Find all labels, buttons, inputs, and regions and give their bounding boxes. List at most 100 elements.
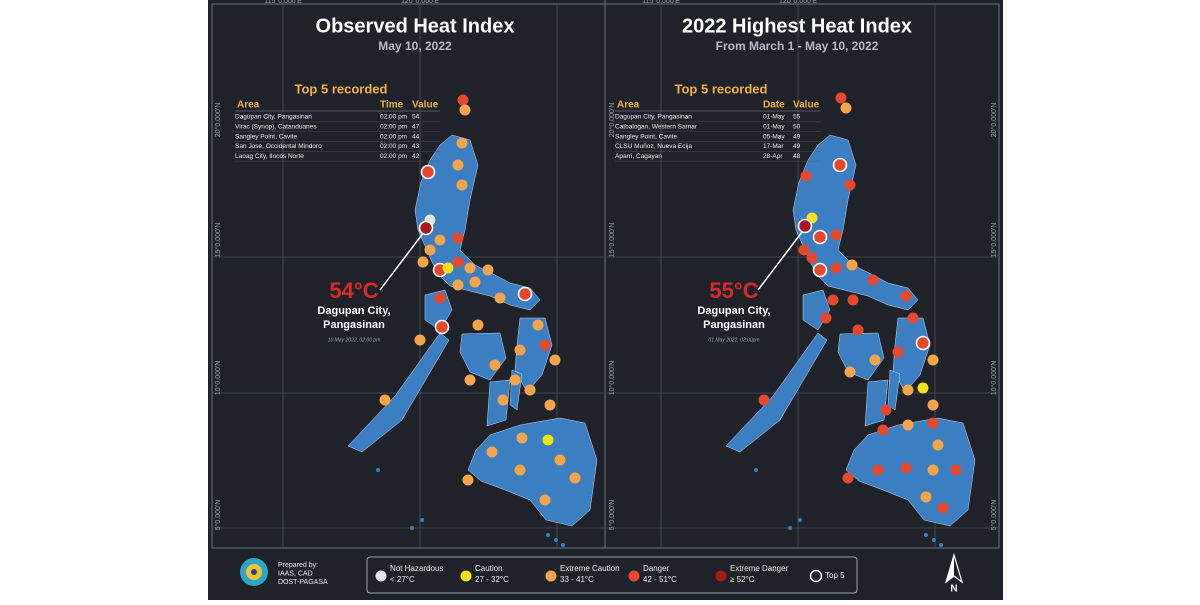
- latitude-label: 10°0.000'N: [990, 361, 998, 396]
- latitude-label: 5°0.000'N: [608, 500, 616, 531]
- latitude-label: 15°0.000'N: [214, 223, 222, 258]
- station-dot: [846, 259, 858, 271]
- station-dot: [927, 417, 939, 429]
- table-cell: 49: [793, 143, 801, 150]
- table-cell: 01-May: [763, 114, 785, 121]
- station-dot: [464, 374, 476, 386]
- islet: [939, 543, 943, 547]
- panel-title: 2022 Highest Heat Index: [682, 15, 912, 37]
- table-cell: 49: [793, 133, 801, 140]
- latitude-label: 15°0.000'N: [608, 223, 616, 258]
- credit-line: IAAS, CAD: [278, 570, 313, 577]
- station-dot: [820, 312, 832, 324]
- islet: [932, 538, 936, 542]
- legend-range: 33 - 41°C: [560, 575, 594, 584]
- callout-location: Dagupan City,: [317, 305, 390, 317]
- station-dot: [950, 464, 962, 476]
- station-dot: [456, 179, 468, 191]
- islet: [410, 526, 414, 530]
- station-dot: [892, 346, 904, 358]
- station-dot: [867, 274, 879, 286]
- island: [424, 289, 453, 331]
- callout-timestamp: 01 May 2022, 02:00pm: [708, 337, 759, 343]
- station-dot: [554, 454, 566, 466]
- latitude-label: 20°0.000'N: [608, 103, 616, 138]
- islet: [420, 518, 424, 522]
- station-dot: [489, 359, 501, 371]
- table-cell: Virac (Synop), Catanduanes: [235, 124, 317, 131]
- station-dot: [452, 279, 464, 291]
- station-dot: [549, 354, 561, 366]
- station-dot: [902, 419, 914, 431]
- station-dot: [532, 319, 544, 331]
- island: [887, 369, 901, 411]
- station-dot: [457, 94, 469, 106]
- station-dot: [452, 159, 464, 171]
- legend-swatch: [545, 570, 557, 582]
- station-dot: [469, 276, 481, 288]
- station-dot: [907, 312, 919, 324]
- table-cell: San Jose, Occidental Mindoro: [235, 143, 322, 150]
- table-header: Time: [380, 100, 404, 111]
- station-dot: [877, 424, 889, 436]
- legend-label: Danger: [643, 564, 670, 573]
- legend-label: Caution: [475, 564, 503, 573]
- station-dot: [806, 252, 818, 264]
- legend-label: Not Hazardous: [390, 564, 443, 573]
- station-dot: [830, 262, 842, 274]
- station-dot: [514, 344, 526, 356]
- station-dot: [472, 319, 484, 331]
- station-dot: [927, 354, 939, 366]
- top5-heading: Top 5 recorded: [295, 81, 388, 96]
- table-cell: 50: [793, 124, 801, 131]
- station-dot: [844, 179, 856, 191]
- table-cell: Sangley Point, Cavite: [235, 133, 298, 140]
- table-cell: 02:00 pm: [380, 143, 407, 150]
- station-dot: [452, 256, 464, 268]
- longitude-label: 115°0.000'E: [264, 0, 302, 5]
- station-dot: [900, 462, 912, 474]
- longitude-label: 120°0.000'E: [401, 0, 439, 5]
- station-dot: [434, 292, 446, 304]
- islet: [554, 538, 558, 542]
- island: [347, 332, 450, 453]
- station-dot: [542, 434, 554, 446]
- station-dot: [880, 404, 892, 416]
- station-dot: [459, 104, 471, 116]
- station-dot: [417, 256, 429, 268]
- station-dot: [434, 234, 446, 246]
- island: [725, 332, 828, 453]
- station-dot: [497, 394, 509, 406]
- latitude-label: 10°0.000'N: [214, 361, 222, 396]
- station-dot: [932, 439, 944, 451]
- latitude-label: 5°0.000'N: [990, 500, 998, 531]
- table-cell: 55: [793, 114, 801, 121]
- islet: [754, 468, 758, 472]
- station-dot: [835, 92, 847, 104]
- station-dot: [379, 394, 391, 406]
- legend-swatch: [715, 570, 727, 582]
- station-dot: [830, 229, 842, 241]
- station-dot: [920, 491, 932, 503]
- station-dot: [915, 335, 931, 351]
- legend-label: Top 5: [825, 571, 845, 580]
- panel-title: Observed Heat Index: [316, 15, 515, 37]
- station-dot: [509, 374, 521, 386]
- station-dot: [494, 292, 506, 304]
- legend-range: ≥ 52°C: [730, 575, 755, 584]
- table-header: Value: [793, 100, 820, 111]
- callout-temp: 54°C: [329, 278, 378, 303]
- latitude-label: 10°0.000'N: [608, 361, 616, 396]
- islet: [561, 543, 565, 547]
- legend-range: < 27°C: [390, 575, 415, 584]
- station-dot: [539, 494, 551, 506]
- callout-location: Dagupan City,: [697, 305, 770, 317]
- station-dot: [842, 472, 854, 484]
- station-dot: [872, 464, 884, 476]
- legend-swatch: [809, 569, 823, 583]
- station-dot: [798, 244, 810, 256]
- station-dot: [832, 157, 848, 173]
- table-cell: 54: [412, 114, 420, 121]
- legend-box: [366, 556, 858, 594]
